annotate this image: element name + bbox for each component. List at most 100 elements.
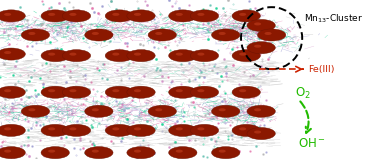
Circle shape [0,48,25,60]
Circle shape [232,86,260,98]
Circle shape [239,13,246,16]
Circle shape [134,89,141,92]
Circle shape [176,13,183,16]
Circle shape [134,13,141,16]
Circle shape [134,53,141,56]
Circle shape [176,127,183,130]
Circle shape [62,86,91,98]
Circle shape [254,108,261,111]
Circle shape [218,150,226,153]
Circle shape [105,124,133,136]
Circle shape [0,147,25,159]
Circle shape [28,108,36,111]
Circle shape [41,50,70,62]
Circle shape [197,89,204,92]
Circle shape [112,53,119,56]
Circle shape [48,89,55,92]
Circle shape [4,127,11,130]
Circle shape [232,50,260,62]
Circle shape [48,13,55,16]
Circle shape [41,147,70,159]
Circle shape [105,10,133,22]
Text: Mn$_{13}$-Cluster: Mn$_{13}$-Cluster [304,13,363,25]
Circle shape [0,124,25,136]
Circle shape [70,89,76,92]
Circle shape [62,124,91,136]
Circle shape [127,124,155,136]
Circle shape [28,32,36,35]
Circle shape [212,147,240,159]
Circle shape [155,108,162,111]
Circle shape [265,32,272,35]
Circle shape [112,127,119,130]
Circle shape [70,127,76,130]
Circle shape [254,22,261,25]
Circle shape [48,53,55,56]
Circle shape [169,147,197,159]
Circle shape [41,86,70,98]
Circle shape [254,131,261,134]
Circle shape [85,105,113,117]
Circle shape [176,53,183,56]
Text: Fe(III): Fe(III) [308,65,334,74]
Circle shape [85,147,113,159]
Circle shape [232,10,260,22]
Circle shape [247,128,275,140]
Circle shape [105,50,133,62]
Circle shape [169,10,197,22]
Circle shape [190,124,218,136]
Circle shape [155,32,162,35]
Circle shape [218,32,226,35]
Circle shape [127,147,155,159]
Circle shape [112,13,119,16]
Circle shape [134,127,141,130]
Circle shape [212,105,240,117]
Circle shape [134,150,141,153]
Circle shape [148,29,177,41]
Circle shape [254,45,261,48]
Circle shape [105,86,133,98]
Circle shape [21,29,50,41]
Circle shape [62,50,91,62]
Circle shape [212,29,240,41]
Circle shape [4,13,11,16]
Circle shape [4,51,11,54]
Circle shape [247,105,275,117]
Circle shape [190,10,218,22]
Circle shape [92,32,99,35]
Circle shape [48,127,55,130]
Circle shape [197,127,204,130]
Circle shape [218,108,226,111]
Circle shape [247,42,275,54]
Circle shape [70,13,76,16]
Circle shape [176,150,183,153]
Circle shape [4,89,11,92]
Circle shape [21,105,50,117]
Circle shape [239,89,246,92]
Circle shape [48,150,55,153]
Circle shape [169,124,197,136]
Circle shape [148,105,177,117]
Circle shape [0,10,25,22]
Circle shape [239,127,246,130]
Circle shape [176,89,183,92]
Circle shape [70,53,76,56]
Circle shape [127,86,155,98]
Circle shape [0,86,25,98]
Circle shape [62,10,91,22]
Text: OH$^-$: OH$^-$ [298,137,325,150]
Text: O$_2$: O$_2$ [295,86,311,101]
Circle shape [92,108,99,111]
Circle shape [197,53,204,56]
Circle shape [127,50,155,62]
Circle shape [41,10,70,22]
Circle shape [127,10,155,22]
Circle shape [197,13,204,16]
Circle shape [239,53,246,56]
Circle shape [41,124,70,136]
Circle shape [4,150,11,153]
Circle shape [190,86,218,98]
Circle shape [169,86,197,98]
Circle shape [112,89,119,92]
Circle shape [85,29,113,41]
